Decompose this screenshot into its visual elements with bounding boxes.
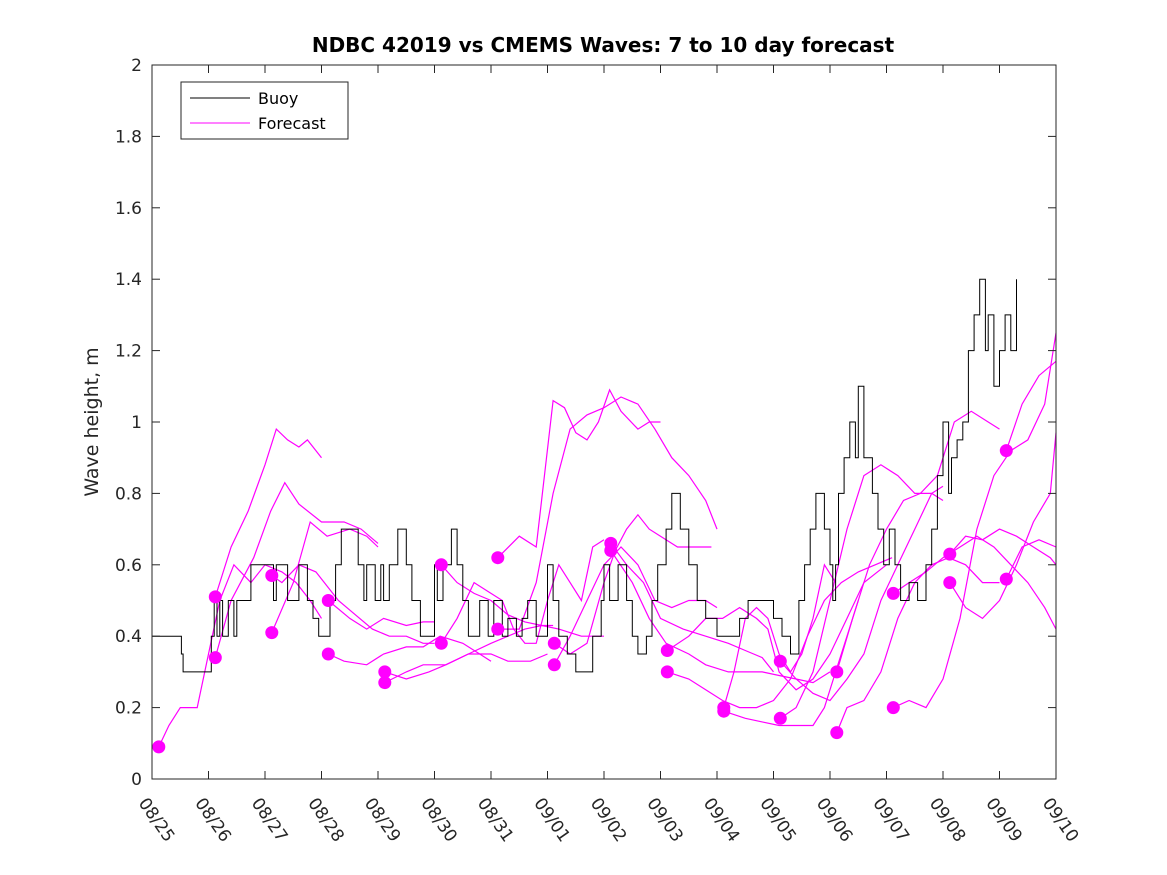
forecast-start-marker-26 — [886, 701, 900, 715]
forecast-line-1 — [214, 428, 322, 598]
forecast-start-marker-5 — [321, 594, 335, 607]
forecast-start-marker-6 — [321, 647, 335, 661]
x-tick-label: 09/04 — [699, 794, 743, 846]
axes-layer: 0 0.2 0.4 0.6 0.8 1 1.2 1.4 1.6 1.8 2 08/25 08/26 08/… — [115, 56, 1082, 846]
forecast-start-marker-11 — [491, 551, 505, 565]
forecast-start-marker-1 — [208, 590, 222, 604]
forecast-line-21 — [779, 485, 944, 702]
forecast-line-25 — [892, 535, 1057, 630]
forecast-start-marker-17 — [660, 644, 674, 657]
y-tick-label: 0 — [131, 770, 142, 790]
y-tick-label: 1.2 — [115, 342, 142, 362]
y-tick-label: 0.2 — [115, 699, 142, 719]
forecast-line-15 — [610, 543, 774, 673]
forecast-start-marker-22 — [773, 711, 787, 725]
forecast-start-marker-9 — [434, 558, 448, 572]
forecast-line-26 — [893, 332, 1057, 709]
forecast-line-5 — [327, 600, 435, 630]
legend-buoy-label: Buoy — [258, 89, 298, 108]
chart-title: NDBC 42019 vs CMEMS Waves: 7 to 10 day f… — [312, 33, 895, 57]
forecast-start-marker-30 — [999, 572, 1013, 586]
forecast-line-12 — [497, 396, 718, 630]
x-tick-label: 08/29 — [360, 794, 404, 846]
forecast-line-10 — [440, 539, 605, 644]
forecast-line-8 — [384, 624, 554, 684]
x-tick-label: 08/31 — [473, 794, 517, 846]
x-tick-label: 09/02 — [586, 794, 630, 846]
forecast-line-11 — [497, 388, 661, 559]
buoy-line — [152, 278, 1017, 673]
x-tick-label: 09/05 — [755, 794, 799, 846]
forecast-start-marker-0 — [152, 740, 166, 754]
x-tick-label: 08/26 — [190, 794, 234, 846]
forecast-start-marker-29 — [999, 444, 1013, 458]
x-tick-label: 09/01 — [529, 794, 573, 846]
y-tick-label: 1.8 — [115, 127, 142, 147]
forecast-start-marker-28 — [943, 576, 957, 590]
x-tick-label: 09/10 — [1038, 794, 1082, 846]
legend-box — [180, 81, 349, 140]
forecast-line-6 — [328, 635, 492, 666]
x-tick-label: 08/28 — [303, 794, 347, 846]
forecast-start-marker-10 — [434, 636, 448, 650]
forecast-start-marker-8 — [378, 676, 392, 690]
forecast-line-24 — [836, 557, 1000, 733]
forecast-line-7 — [384, 653, 548, 680]
forecast-line-2 — [214, 481, 379, 658]
forecast-start-marker-23 — [830, 665, 844, 679]
forecast-start-marker-27 — [943, 547, 957, 561]
forecast-line-23 — [836, 410, 1000, 673]
forecast-start-marker-2 — [208, 651, 222, 665]
forecast-line-4 — [271, 520, 379, 633]
forecast-start-marker-21 — [773, 654, 787, 668]
x-tick-label: 09/03 — [642, 794, 686, 846]
forecast-line-29 — [1005, 360, 1057, 451]
forecast-line-13 — [553, 513, 712, 655]
forecast-start-marker-4 — [265, 626, 279, 640]
forecast-line-30 — [1005, 539, 1057, 580]
forecast-start-marker-13 — [547, 636, 561, 650]
forecast-line-17 — [666, 564, 887, 691]
x-tick-label: 08/30 — [416, 794, 460, 846]
x-tick-label: 09/06 — [812, 794, 856, 846]
forecast-line-18 — [667, 557, 893, 709]
forecast-start-marker-25 — [886, 586, 900, 600]
plot-area-frame — [151, 64, 1057, 780]
x-tick-label: 08/25 — [134, 794, 178, 846]
x-tick-label: 08/27 — [247, 794, 291, 846]
forecast-start-marker-24 — [830, 726, 844, 740]
y-tick-label: 0.4 — [115, 627, 142, 647]
forecast-start-marker-7 — [378, 665, 392, 679]
y-tick-label: 2 — [131, 56, 142, 76]
forecast-line-19 — [723, 563, 837, 708]
forecast-start-marker-16 — [604, 544, 618, 557]
forecast-line-3 — [271, 564, 435, 644]
x-tick-label: 09/09 — [981, 794, 1025, 846]
forecast-line-20 — [723, 600, 859, 727]
series-layer — [152, 278, 1057, 754]
forecast-line-14 — [553, 546, 718, 666]
forecast-start-marker-3 — [265, 569, 279, 582]
x-tick-label: 09/07 — [868, 794, 912, 846]
legend-forecast-label: Forecast — [258, 114, 326, 133]
forecast-start-marker-14 — [547, 658, 561, 672]
y-tick-label: 1.4 — [115, 270, 142, 290]
y-axis-label: Wave height, m — [81, 347, 103, 496]
y-tick-label: 0.8 — [115, 484, 142, 504]
legend: Buoy Forecast — [180, 81, 349, 140]
forecast-start-marker-12 — [491, 622, 505, 636]
y-tick-label: 0.6 — [115, 556, 142, 576]
y-tick-label: 1.6 — [115, 199, 142, 219]
forecast-line-0 — [158, 563, 323, 748]
forecast-line-27 — [949, 528, 1057, 566]
forecast-start-marker-18 — [660, 665, 674, 679]
forecast-start-marker-20 — [717, 704, 731, 718]
x-tick-label: 09/08 — [925, 794, 969, 846]
y-tick-label: 1 — [131, 413, 142, 433]
